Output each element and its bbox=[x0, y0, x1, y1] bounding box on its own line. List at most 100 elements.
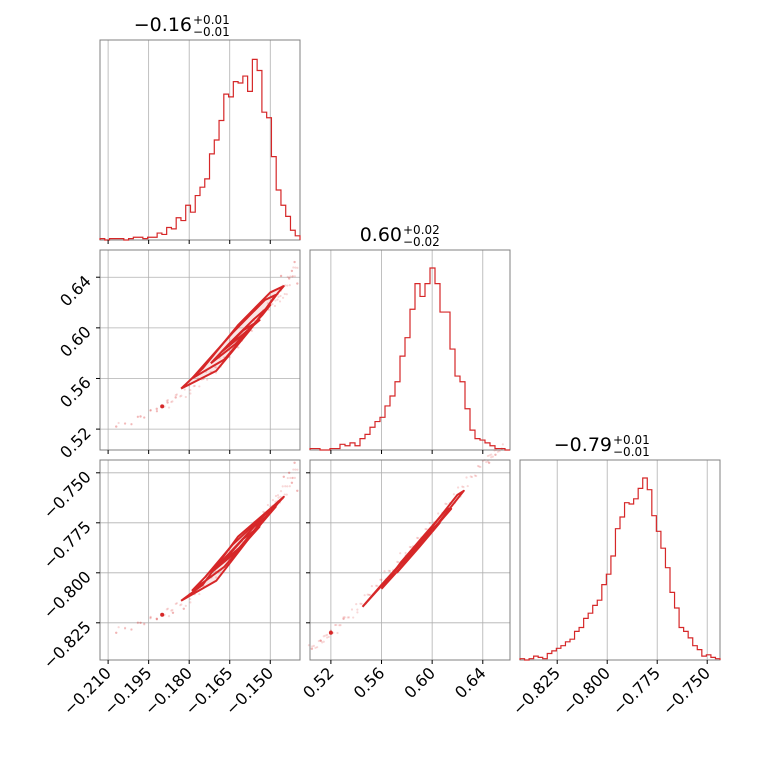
panel-title: −0.79 +0.01−0.01 bbox=[554, 433, 650, 459]
scatter-point bbox=[444, 502, 447, 505]
scatter-point bbox=[286, 485, 289, 488]
x-tick-label: −0.825 bbox=[509, 663, 564, 718]
scatter-point bbox=[155, 409, 159, 413]
scatter-point bbox=[293, 275, 296, 278]
scatter-point bbox=[214, 365, 217, 369]
scatter-point bbox=[271, 303, 274, 306]
histogram-panel-2: 0.60 +0.02−0.02 bbox=[309, 223, 511, 454]
scatter-point bbox=[175, 602, 178, 605]
scatter-point bbox=[476, 464, 480, 468]
scatter-point bbox=[314, 646, 317, 649]
scatter-point bbox=[291, 476, 294, 479]
scatter-point bbox=[465, 476, 468, 479]
scatter-point bbox=[399, 552, 402, 555]
scatter-point bbox=[276, 494, 280, 497]
scatter-point bbox=[206, 378, 209, 381]
scatter-point bbox=[352, 616, 355, 619]
scatter-point bbox=[149, 408, 152, 412]
scatter-point bbox=[136, 415, 139, 419]
outlier-point bbox=[139, 415, 142, 418]
contour-line bbox=[220, 525, 261, 564]
scatter-point bbox=[155, 618, 158, 621]
scatter-point bbox=[376, 584, 379, 588]
scatter-point bbox=[473, 474, 477, 477]
scatter-point bbox=[136, 415, 139, 418]
scatter-point bbox=[292, 468, 295, 471]
contour-line bbox=[220, 319, 261, 353]
panel-title: −0.16 +0.01−0.01 bbox=[134, 13, 230, 39]
scatter-point bbox=[274, 500, 277, 503]
scatter-point bbox=[165, 608, 168, 611]
scatter-point bbox=[495, 448, 498, 451]
scatter-point bbox=[123, 627, 127, 630]
scatter-point bbox=[289, 476, 292, 480]
outlier-point bbox=[293, 461, 296, 464]
scatter-point bbox=[262, 510, 265, 513]
scatter-point bbox=[294, 468, 297, 471]
histogram-panel-3: −0.825−0.800−0.775−0.750 −0.79 +0.01−0.01 bbox=[509, 433, 721, 719]
scatter-point bbox=[424, 527, 427, 531]
scatter-point bbox=[326, 636, 329, 639]
scatter-point bbox=[174, 602, 177, 605]
scatter-point bbox=[183, 388, 186, 391]
scatter-point bbox=[397, 561, 400, 564]
outlier-point bbox=[287, 277, 291, 280]
scatter-point bbox=[462, 485, 465, 489]
scatter-point bbox=[136, 621, 139, 625]
scatter-point bbox=[123, 422, 127, 425]
scatter-point bbox=[149, 615, 152, 619]
outlier-point bbox=[293, 260, 296, 264]
x-tick-label: −0.775 bbox=[609, 663, 664, 718]
scatter-point bbox=[273, 304, 277, 308]
scatter-point bbox=[466, 484, 469, 488]
scatter-point bbox=[180, 394, 183, 397]
scatter-point bbox=[165, 399, 168, 402]
histogram-step-line bbox=[99, 58, 301, 241]
scatter-point bbox=[283, 493, 286, 496]
scatter-point bbox=[179, 604, 182, 607]
outlier-point bbox=[115, 631, 118, 634]
outlier-point bbox=[171, 611, 175, 614]
scatter-point bbox=[117, 626, 120, 629]
scatter-point bbox=[317, 639, 320, 643]
scatter-point bbox=[485, 460, 488, 464]
outlier-point bbox=[319, 639, 322, 642]
scatter-point bbox=[166, 399, 170, 402]
scatter-point bbox=[486, 460, 489, 463]
contour-line bbox=[191, 505, 277, 592]
scatter-point bbox=[326, 633, 329, 637]
scatter-point bbox=[198, 385, 201, 388]
outlier-point bbox=[282, 475, 285, 478]
outlier-point bbox=[342, 617, 345, 620]
scatter-point bbox=[124, 626, 127, 629]
outlier-point bbox=[182, 607, 185, 610]
scatter-point bbox=[166, 607, 170, 610]
contour-line bbox=[191, 293, 277, 380]
scatter-point bbox=[367, 593, 370, 596]
scatter-point bbox=[149, 409, 152, 412]
scatter-point bbox=[279, 495, 282, 498]
y-tick-label: 0.64 bbox=[56, 272, 95, 311]
scatter-point bbox=[237, 346, 240, 349]
outlier-point bbox=[174, 396, 177, 399]
outlier-point bbox=[166, 401, 169, 404]
scatter-point bbox=[171, 400, 174, 403]
scatter-point bbox=[312, 644, 315, 647]
outlier-point bbox=[287, 471, 291, 474]
x-tick-label: 0.56 bbox=[350, 663, 389, 702]
panel-frame bbox=[519, 459, 721, 661]
scatter-point bbox=[277, 496, 280, 499]
scatter-point bbox=[470, 475, 474, 479]
scatter-point bbox=[149, 616, 152, 619]
scatter-point bbox=[425, 528, 428, 531]
scatter-point bbox=[286, 275, 289, 278]
scatter-point bbox=[350, 608, 354, 611]
outlier-point bbox=[155, 617, 158, 620]
scatter-point bbox=[356, 611, 359, 614]
scatter-point bbox=[267, 308, 270, 311]
scatter-point bbox=[334, 623, 337, 627]
scatter-point bbox=[189, 389, 192, 392]
scatter-point bbox=[281, 485, 284, 488]
y-tick-label: −0.775 bbox=[40, 517, 95, 572]
outlier-point bbox=[290, 269, 294, 273]
